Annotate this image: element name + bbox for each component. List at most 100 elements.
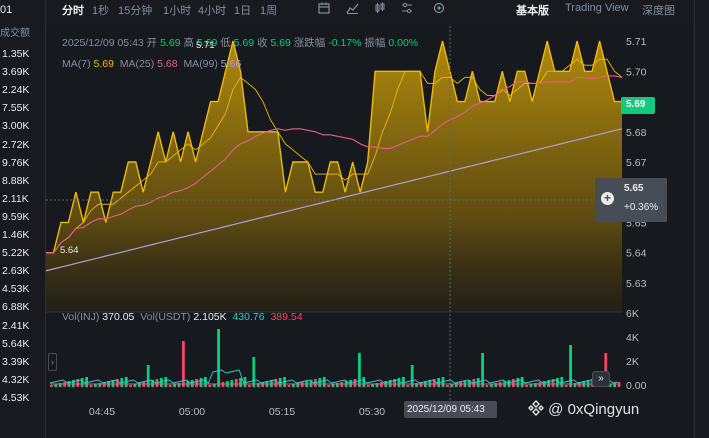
interval-4h-tab[interactable]: 4小时 — [198, 5, 227, 17]
interval-15m-tab[interactable]: 15分钟 — [118, 5, 153, 17]
volume-bar — [208, 385, 212, 387]
volume-bar — [129, 385, 132, 387]
volume-bar — [525, 385, 528, 387]
ma99-value: 5.66 — [220, 58, 242, 70]
volume-bar — [331, 384, 335, 387]
vol-ma1-value: 430.76 — [232, 311, 265, 323]
time-axis-tick: 04:45 — [89, 406, 115, 418]
view-basic-tab[interactable]: 基本版 — [516, 5, 549, 17]
add-order-icon[interactable]: + — [601, 192, 614, 205]
calendar-icon[interactable] — [318, 2, 330, 17]
trade-amount: 9.76K — [2, 156, 30, 169]
volume-bar — [494, 383, 498, 387]
volume-bar — [221, 382, 225, 387]
binance-logo-icon — [528, 400, 544, 420]
volume-bar — [349, 380, 352, 387]
candle-settings-icon[interactable] — [374, 2, 386, 17]
volume-bar — [164, 377, 168, 387]
volume-bar — [397, 378, 401, 387]
volume-axis-tick: 4K — [626, 332, 639, 344]
trade-amount: 6.88K — [2, 301, 30, 314]
price-axis-tick: 5.70 — [626, 66, 647, 78]
line-chart-icon[interactable] — [346, 2, 359, 17]
ma7-line — [46, 58, 623, 254]
settings-icon[interactable] — [433, 2, 445, 17]
trade-amount: 4.32K — [2, 373, 30, 386]
trade-list-header: 01 — [0, 4, 13, 16]
price-axis-tick: 5.71 — [626, 36, 647, 48]
volume-bar — [512, 379, 515, 387]
crosshair-time: 2025/12/09 05:43 — [404, 401, 497, 418]
price-axis-tick: 5.67 — [626, 157, 647, 169]
ma25-label: MA(25) — [119, 58, 155, 70]
volume-bar — [151, 380, 154, 387]
amplitude-value: 0.00% — [388, 37, 419, 49]
volume-ma1-line — [49, 369, 618, 384]
max-price-label: 5.71 — [196, 40, 215, 51]
volume-bar — [402, 377, 405, 387]
trade-amount: 2.72K — [2, 138, 30, 151]
volume-bar — [195, 379, 198, 387]
crosshair-price: 5.65 — [624, 183, 644, 194]
volume-bar — [296, 383, 300, 387]
volume-bar — [613, 383, 616, 387]
price-axis-tick: 5.64 — [626, 248, 647, 260]
ma-info: MA(7) 5.69 MA(25) 5.68 MA(99) 5.66 — [62, 58, 241, 70]
volume-bar — [538, 382, 542, 387]
volume-bar — [454, 383, 458, 387]
trade-amount: 8.88K — [2, 174, 30, 187]
interval-1d-tab[interactable]: 1日 — [234, 5, 252, 17]
interval-time-tab[interactable]: 分时 — [62, 5, 84, 17]
trade-amount: 2.11K — [2, 192, 29, 205]
volume-bar — [428, 380, 432, 387]
interval-1h-tab[interactable]: 1小时 — [163, 5, 192, 17]
current-price-badge: 5.69 — [621, 97, 655, 114]
volume-bar — [551, 379, 555, 387]
interval-1w-tab[interactable]: 1周 — [260, 5, 278, 17]
volume-bar — [102, 382, 106, 387]
trade-amount: 5.64K — [2, 337, 30, 350]
volume-bar — [468, 380, 471, 387]
volume-bar — [98, 383, 102, 387]
volume-bar — [340, 382, 344, 387]
volume-bar — [318, 378, 322, 387]
volume-bar — [50, 385, 53, 387]
time-axis-tick: 05:00 — [179, 406, 205, 418]
view-tradingview-tab[interactable]: Trading View — [565, 2, 629, 14]
volume-bar — [371, 384, 374, 387]
view-depth-tab[interactable]: 深度图 — [642, 5, 675, 17]
volume-bar — [388, 380, 392, 387]
ma25-line — [46, 75, 623, 254]
ma25-value: 5.68 — [157, 58, 178, 70]
price-chart[interactable]: 5.71 5.70 5.69 5.68 5.67 5.66 5.65 5.64 5.63 6K 4… — [46, 26, 694, 438]
scroll-left-handle[interactable]: › — [48, 353, 57, 371]
volume-bar — [569, 345, 572, 387]
interval-1s-tab[interactable]: 1秒 — [92, 5, 110, 17]
vol-ma2-value: 389.54 — [270, 311, 303, 323]
volume-bar — [239, 378, 242, 387]
volume-bar — [604, 353, 608, 387]
volume-bar — [415, 383, 418, 387]
price-line — [46, 40, 622, 254]
volume-bar — [490, 384, 493, 387]
volume-bar — [204, 377, 207, 387]
scroll-to-latest-icon[interactable]: » — [592, 371, 610, 387]
volume-bar — [327, 385, 330, 387]
volume-bar — [142, 382, 146, 387]
volume-bar — [556, 378, 559, 387]
volume-bar — [177, 383, 181, 387]
volume-bar — [94, 384, 97, 387]
volume-bar — [507, 380, 511, 387]
volume-bar — [520, 377, 524, 387]
volume-bar — [617, 382, 621, 387]
volume-bar — [358, 353, 361, 387]
volume-bar — [608, 384, 612, 387]
change-value: -0.17% — [328, 37, 362, 49]
volume-bar — [230, 380, 234, 387]
open-label: 开 — [146, 37, 158, 49]
right-panel-edge — [694, 0, 709, 438]
trade-amount: 3.00K — [2, 120, 30, 133]
volume-bar — [446, 385, 449, 387]
volume-bar — [54, 384, 58, 387]
sliders-icon[interactable] — [401, 2, 413, 17]
